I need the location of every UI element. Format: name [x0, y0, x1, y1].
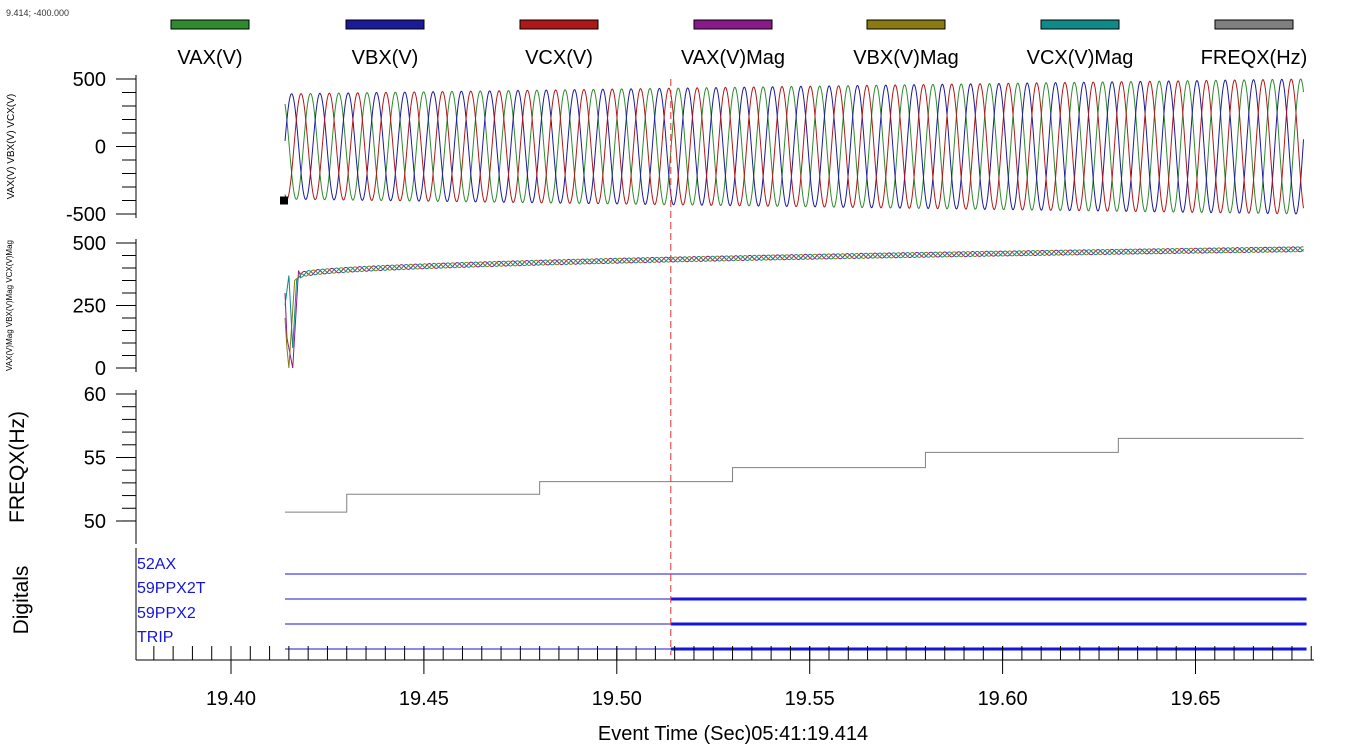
legend-label-0: VAX(V)	[177, 47, 242, 69]
digital-label-59ppx2: 59PPX2	[137, 605, 196, 622]
x-tick-label-2: 19.50	[592, 688, 642, 710]
frequency-y-tick-label-2: 50	[84, 511, 106, 533]
voltage-panel: 500 0 -500 VAX(V) VBX(V) VCX(V)	[6, 69, 1305, 226]
legend-swatch-4	[866, 19, 946, 30]
series-vaxv	[284, 78, 1305, 215]
legend-swatch-5	[1040, 19, 1120, 30]
series-vcxv	[284, 78, 1305, 215]
frequency-y-label: FREQX(Hz)	[6, 411, 29, 523]
legend-swatch-1	[345, 19, 425, 30]
x-tick-label-0: 19.40	[206, 688, 256, 710]
legend-label-1: VBX(V)	[352, 47, 419, 69]
legend-swatch-0	[170, 19, 250, 30]
voltage-y-tick-label-2: -500	[66, 204, 106, 226]
legend: VAX(V) VBX(V) VCX(V) VAX(V)Mag VBX(V)Mag VCX(…	[170, 19, 1308, 69]
x-tick-label-1: 19.45	[399, 688, 449, 710]
series-vcxvmag	[284, 246, 1304, 349]
series-vbxv	[284, 78, 1305, 215]
series-vbxvmag	[284, 246, 1304, 369]
series-freqxhz	[285, 437, 1304, 513]
voltage-y-label: VAX(V) VBX(V) VCX(V)	[6, 94, 17, 199]
digitals-panel: Digitals 52AX 59PPX2T 59PPX2 TRIP	[10, 548, 1307, 660]
frequency-y-tick-label-1: 55	[84, 447, 106, 469]
x-tick-label-4: 19.60	[978, 688, 1028, 710]
series-vaxvmag	[284, 246, 1304, 369]
digital-label-52ax: 52AX	[137, 556, 176, 573]
magnitude-panel: 500 250 0 VAX(V)Mag VBX(V)Mag VCX(V)Mag	[5, 233, 1304, 380]
digitals-label: Digitals	[10, 566, 33, 635]
x-axis: 19.40 19.45 19.50 19.55 19.60 19.65 Event Time…	[136, 646, 1314, 745]
cursor-readout: 9.414; -400.000	[6, 8, 70, 18]
frequency-panel: 60 55 50 FREQX(Hz)	[6, 384, 1304, 544]
legend-label-3: VAX(V)Mag	[681, 47, 785, 69]
digital-label-trip: TRIP	[137, 629, 173, 646]
magnitude-y-label: VAX(V)Mag VBX(V)Mag VCX(V)Mag	[5, 240, 14, 371]
magnitude-y-tick-label-0: 500	[73, 233, 106, 255]
legend-label-5: VCX(V)Mag	[1027, 47, 1134, 69]
x-tick-label-3: 19.55	[785, 688, 835, 710]
legend-swatch-3	[693, 19, 773, 30]
magnitude-y-tick-label-1: 250	[73, 296, 106, 318]
x-axis-label: Event Time (Sec)05:41:19.414	[598, 723, 868, 745]
frequency-y-tick-label-0: 60	[84, 384, 106, 406]
voltage-y-tick-label-0: 500	[73, 69, 106, 91]
digital-label-59ppx2t: 59PPX2T	[137, 580, 206, 597]
start-marker	[280, 196, 289, 205]
voltage-y-tick-label-1: 0	[95, 137, 106, 159]
magnitude-y-tick-label-2: 0	[95, 358, 106, 380]
x-tick-label-5: 19.65	[1170, 688, 1220, 710]
legend-swatch-6	[1214, 19, 1294, 30]
legend-swatch-2	[519, 19, 599, 30]
legend-label-2: VCX(V)	[525, 47, 593, 69]
legend-label-6: FREQX(Hz)	[1201, 47, 1308, 69]
legend-label-4: VBX(V)Mag	[853, 47, 959, 69]
